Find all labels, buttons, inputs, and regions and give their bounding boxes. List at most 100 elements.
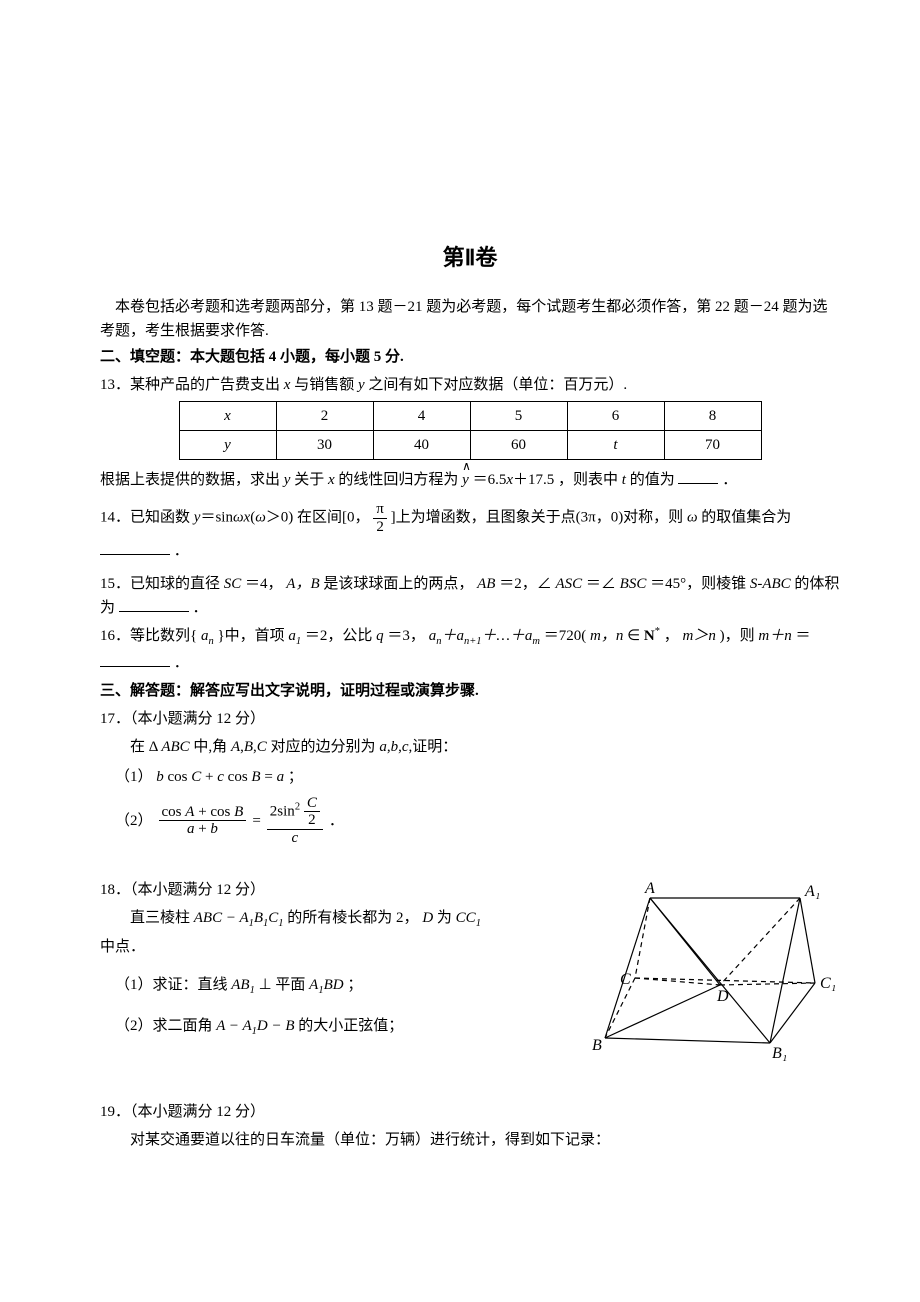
num: 2sin2 C 2: [267, 795, 323, 830]
t: 的线性回归方程为: [338, 472, 458, 488]
var-y: y: [358, 377, 365, 393]
q13-line2: 根据上表提供的数据，求出 y 关于 x 的线性回归方程为 y ＝6.5x＋17.…: [100, 464, 840, 497]
cell: 8: [664, 402, 761, 431]
a1bd: A1BD: [309, 977, 343, 993]
label: （1）: [115, 769, 153, 785]
t: ，: [664, 628, 679, 644]
q13-post: 之间有如下对应数据（单位：百万元）.: [368, 377, 627, 393]
t: （1）求证：直线: [115, 977, 231, 993]
period: ．: [722, 472, 737, 488]
q17-body: 在 Δ ABC 中,角 A,B,C 对应的边分别为 a,b,c,证明：: [100, 735, 840, 759]
t: ＝720(: [544, 628, 587, 644]
blank: [119, 596, 189, 612]
label-D: D: [716, 988, 729, 1005]
frac-pi-2: π 2: [373, 501, 387, 535]
eq: =: [252, 809, 260, 833]
q17-head: 17．（本小题满分 12 分）: [100, 707, 840, 731]
t: ，则表中: [558, 472, 622, 488]
q15: 15．已知球的直径 SC ＝4， A，B 是该球球面上的两点， AB ＝2，∠ …: [100, 572, 840, 620]
row-label-x: x: [179, 402, 276, 431]
var-x: x: [284, 377, 291, 393]
section-title: 第Ⅱ卷: [100, 240, 840, 275]
blank: [678, 468, 718, 484]
t: ∈: [627, 628, 640, 644]
cond: m＞n: [683, 628, 716, 644]
period: ．: [174, 543, 189, 559]
q18-wrap: A A₁ B B₁ C C₁ D 18．（本小题满分 12 分） 直三棱柱 AB…: [100, 878, 840, 1068]
t: }中，首项: [217, 628, 288, 644]
blank: [100, 539, 170, 555]
an: an: [201, 628, 214, 644]
y-hat: y: [462, 464, 469, 497]
t: 关于: [294, 472, 328, 488]
sum: an＋an+1＋…＋am: [429, 628, 540, 644]
bsc: BSC: [620, 576, 647, 592]
q17-1: （1） b cos C + c cos B = a ；: [115, 765, 840, 789]
ab: AB: [477, 576, 495, 592]
blank: [100, 651, 170, 667]
t: 14．已知函数: [100, 510, 194, 526]
cell: 5: [470, 402, 567, 431]
t: 的所有棱长都为 2，: [287, 910, 418, 926]
t: 15．已知球的直径: [100, 576, 224, 592]
table-row: y 30 40 60 t 70: [179, 431, 761, 460]
label-B: B: [592, 1037, 602, 1054]
cell: 30: [276, 431, 373, 460]
ab1: AB1: [231, 977, 255, 993]
t: ＝3，: [387, 628, 425, 644]
eq-rhs: ＝6.5x＋17.5: [473, 472, 555, 488]
rhs-frac: 2sin2 C 2 c: [267, 795, 323, 847]
t: ＝2，公比: [305, 628, 376, 644]
omega: ω: [687, 510, 698, 526]
label-A1: A₁: [804, 883, 820, 900]
inner-den: 2: [304, 812, 320, 829]
prism-figure: A A₁ B B₁ C C₁ D: [590, 878, 840, 1068]
t: 16．等比数列{: [100, 628, 197, 644]
t: ＝: [795, 628, 810, 644]
cell: 40: [373, 431, 470, 460]
q: q: [376, 628, 384, 644]
den: a + b: [159, 821, 247, 838]
label-B1: B₁: [772, 1045, 787, 1062]
angle: A − A1D − B: [216, 1018, 294, 1034]
cell: 2: [276, 402, 373, 431]
period: ．: [174, 655, 189, 671]
star: *: [655, 626, 660, 637]
cell: 60: [470, 431, 567, 460]
t: ；: [347, 977, 362, 993]
q13-pre: 13．某种产品的广告费支出: [100, 377, 284, 393]
t: ]上为增函数，且图象关于点(3π，0)对称，则: [391, 510, 687, 526]
t: （2）求二面角: [115, 1018, 216, 1034]
t: 根据上表提供的数据，求出: [100, 472, 284, 488]
table-row: x 2 4 5 6 8: [179, 402, 761, 431]
t: ⊥ 平面: [259, 977, 306, 993]
t: ＝∠: [586, 576, 616, 592]
sc: SC: [224, 576, 242, 592]
section-3-heading: 三、解答题：解答应写出文字说明，证明过程或演算步骤.: [100, 679, 840, 703]
t: 为: [437, 910, 456, 926]
den: c: [267, 830, 323, 847]
t: 的大小正弦值；: [298, 1018, 403, 1034]
q19-body: 对某交通要道以往的日车流量（单位：万辆）进行统计，得到如下记录：: [100, 1128, 840, 1152]
lhs-frac: cos A + cos B a + b: [159, 804, 247, 838]
cell: 4: [373, 402, 470, 431]
num: cos A + cos B: [159, 804, 247, 822]
q14: 14．已知函数 y＝sinωx(ω＞0) 在区间[0， π 2 ]上为增函数，且…: [100, 501, 840, 568]
den: 2: [373, 519, 387, 536]
label-C: C: [620, 971, 631, 988]
q16: 16．等比数列{ an }中，首项 a1 ＝2，公比 q ＝3， an＋an+1…: [100, 624, 840, 675]
var-x: x: [328, 472, 335, 488]
nset: N: [644, 628, 655, 644]
q17-2: （2） cos A + cos B a + b = 2sin2 C 2 c ．: [115, 795, 840, 847]
ab-pts: A，B: [286, 576, 319, 592]
t: )，则: [720, 628, 759, 644]
row-label-y: y: [179, 431, 276, 460]
a1: a1: [288, 628, 301, 644]
mn: m，n: [590, 628, 623, 644]
prism: ABC − A1B1C1: [194, 910, 284, 926]
var-y: y: [284, 472, 291, 488]
label-A: A: [644, 880, 655, 897]
section-2-heading: 二、填空题：本大题包括 4 小题，每小题 5 分.: [100, 345, 840, 369]
t: 的取值集合为: [701, 510, 791, 526]
t: 直三棱柱: [130, 910, 194, 926]
